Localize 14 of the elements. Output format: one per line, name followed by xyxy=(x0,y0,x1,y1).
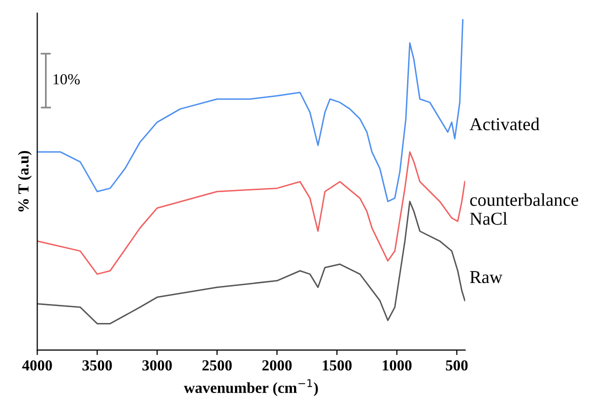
series-label: Raw xyxy=(470,271,502,284)
x-tick-label: 3500 xyxy=(82,360,112,371)
x-tick-label: 1000 xyxy=(382,360,412,371)
annotation: 10% xyxy=(54,74,80,84)
x-tick-label: 4000 xyxy=(22,360,52,371)
series-label: Activated xyxy=(470,118,540,130)
x-tick-label: 1500 xyxy=(322,360,352,371)
x-axis-title: wavenumber (cm$^{−1}$) xyxy=(184,379,318,396)
x-tick-label: 2500 xyxy=(202,360,232,371)
series-label: counterbalance NaCl xyxy=(470,193,578,225)
x-tick-label: 3000 xyxy=(142,360,172,371)
y-axis-title: % T (a.u) xyxy=(18,150,32,212)
x-tick-label: 2000 xyxy=(262,360,292,371)
x-tick-label: 500 xyxy=(446,360,468,371)
